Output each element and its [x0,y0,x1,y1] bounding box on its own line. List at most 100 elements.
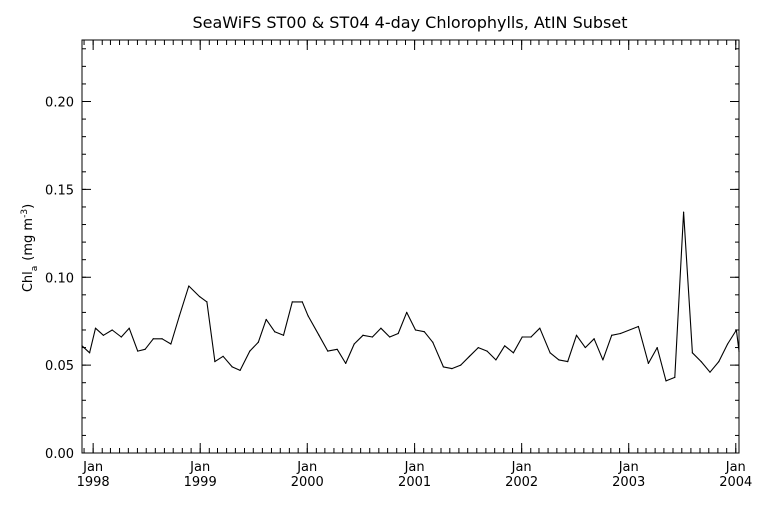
data-point [152,338,154,340]
y-axis-label-subscript: a [30,266,40,272]
data-point [530,336,532,338]
x-tick-label-year: 1999 [184,475,217,490]
data-point [593,338,595,340]
data-point [468,355,471,357]
data-point [178,315,180,317]
data-point [451,368,453,370]
x-tick-label-month: Jan [511,460,532,475]
chart-title: SeaWiFS ST00 & ST04 4-day Chlorophylls, … [192,13,627,32]
data-point [161,338,163,340]
data-point [575,334,578,336]
y-tick-label: 0.05 [45,359,74,374]
data-point [102,334,105,336]
data-point [362,334,364,336]
x-tick-label-year: 2000 [291,475,324,490]
data-point [567,361,569,363]
data-point [691,352,693,354]
data-point [318,334,320,336]
data-point [257,341,259,343]
data-point [274,331,276,333]
x-tick-label-year: 2001 [398,475,431,490]
y-tick-label: 0.20 [45,96,74,111]
data-points [81,211,740,382]
data-point [584,346,586,349]
data-point [265,318,267,321]
data-point [602,359,604,361]
y-tick-label: 0.15 [45,183,74,198]
data-point [222,355,224,357]
data-point [307,315,309,317]
data-point [282,334,285,336]
y-axis-label-units-suffix: ) [21,204,36,209]
data-point [432,341,434,343]
data-point [249,350,251,352]
data-point [735,329,737,331]
data-point [442,366,444,368]
data-point [371,336,373,338]
data-point [170,343,172,345]
data-point [477,346,479,349]
x-tick-label-month: Jan [189,460,210,475]
data-point [495,359,497,361]
data-point [504,345,506,347]
x-tick-label-month: Jan [296,460,317,475]
series-line-chlorophyll [81,211,740,382]
x-tick-label-month: Jan [404,460,425,475]
x-tick-label-month: Jan [725,460,746,475]
data-point [558,359,560,361]
data-point [512,352,515,354]
y-tick-label: 0.00 [45,447,74,462]
data-point [231,366,233,368]
data-point [423,331,425,333]
data-point [81,345,83,347]
data-point [239,369,241,371]
data-point [111,329,113,331]
data-point [460,364,462,366]
x-tick-label-year: 1998 [77,475,110,490]
data-point [709,371,711,373]
data-point [738,350,740,352]
data-point [397,332,399,335]
data-point [637,325,639,328]
data-point [611,334,613,336]
y-axis-label: Chla (mg m-3) [20,204,40,292]
data-point [656,346,658,349]
data-point [120,336,122,338]
data-point [301,301,303,303]
data-point [128,327,130,329]
data-point [199,295,201,298]
data-point [144,348,146,350]
data-point [291,301,293,303]
data-point [521,336,523,338]
data-point [336,348,338,350]
plot-area-frame [81,39,740,454]
data-point [619,332,622,335]
data-point [647,362,649,364]
x-tick-label-month: Jan [82,460,103,475]
data-point [486,350,488,352]
data-point [206,301,208,303]
data-point [539,327,541,329]
x-tick-label-year: 2002 [505,475,538,490]
x-tick-label-month: Jan [618,460,639,475]
y-tick-label: 0.10 [45,271,74,286]
x-axis: Jan1998Jan1999Jan2000Jan2001Jan2002Jan20… [77,40,752,490]
y-axis-label-units-prefix: (mg m [21,218,36,261]
data-point [137,350,139,352]
data-point [89,352,91,354]
y-axis-label-superscript: -3 [20,209,30,218]
data-point [682,211,685,213]
data-point [406,311,408,314]
data-point [674,376,676,379]
x-tick-label-year: 2004 [719,475,752,490]
y-axis-label-base: Chl [21,271,36,292]
data-point [94,327,97,329]
y-axis: 0.00 0.05 0.10 0.15 0.20 [45,48,739,462]
data-point [718,361,720,363]
x-tick-label-year: 2003 [612,475,645,490]
data-point [700,361,702,363]
data-point [414,329,417,331]
data-point [188,285,190,287]
data-point [345,362,347,364]
